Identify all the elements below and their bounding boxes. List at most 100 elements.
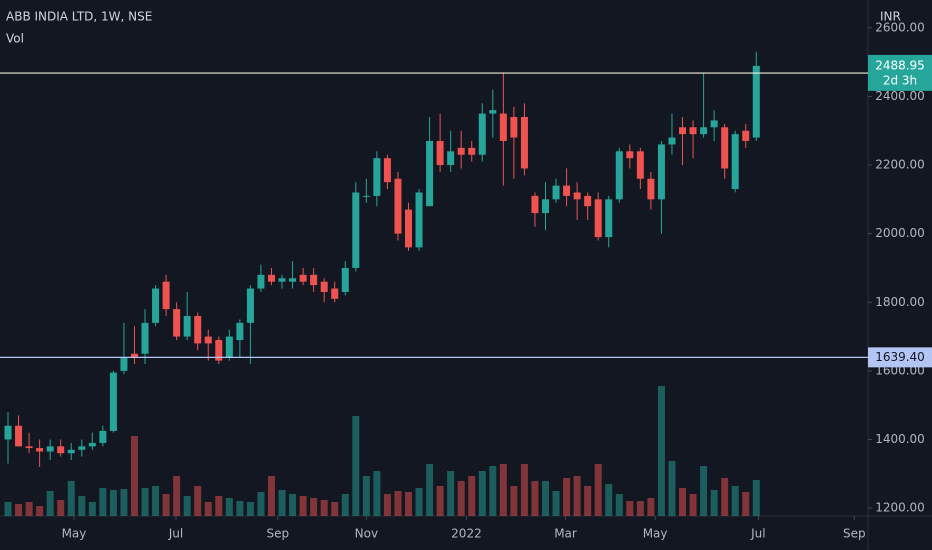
x-tick-label: 2022: [451, 527, 482, 541]
candle-body: [668, 137, 676, 145]
x-tick-label: May: [643, 527, 668, 541]
candle-body: [489, 110, 497, 114]
y-tick-label: 1400.00: [875, 432, 925, 446]
candle-body: [447, 151, 455, 166]
plot: [0, 51, 868, 516]
volume-bar: [594, 464, 602, 516]
candle-body: [584, 195, 592, 207]
volume-bar: [436, 486, 444, 516]
volume-bar: [310, 498, 318, 516]
volume-bar: [647, 498, 655, 516]
candle-body: [246, 288, 254, 323]
volume-bar: [109, 490, 117, 516]
volume-bar: [679, 488, 687, 516]
candle-body: [415, 192, 423, 248]
volume-bar: [531, 481, 539, 516]
volume-bar: [278, 490, 286, 516]
candle-body: [594, 199, 602, 238]
volume-bar: [563, 478, 571, 516]
volume-bar: [457, 481, 465, 516]
volume-bar: [120, 489, 128, 516]
countdown-label: 2d 3h: [883, 73, 917, 87]
candle-body: [520, 116, 528, 169]
volume-bar: [215, 496, 223, 516]
candle-body: [289, 278, 297, 282]
candle-body: [25, 446, 33, 449]
volume-bar: [689, 494, 697, 516]
candle-body: [36, 448, 44, 452]
candle-body: [215, 339, 223, 361]
candle-body: [394, 178, 402, 234]
candle-body: [468, 147, 476, 155]
volume-bar: [25, 502, 33, 516]
candle-body: [721, 127, 729, 169]
candle-body: [710, 120, 718, 128]
currency-label: INR: [880, 10, 901, 24]
volume-bar: [46, 491, 54, 516]
volume-bar: [626, 501, 634, 516]
x-tick-label: Jul: [168, 527, 183, 541]
candle-body: [225, 336, 233, 358]
y-tick-label: 1200.00: [875, 501, 925, 515]
candle-body: [194, 315, 202, 344]
candle-body: [510, 116, 518, 138]
candle-body: [88, 442, 96, 447]
volume-bar: [520, 464, 528, 516]
x-tick-label: Nov: [355, 527, 378, 541]
volume-bar: [721, 478, 729, 516]
volume-bar: [415, 488, 423, 516]
volume-bar: [447, 471, 455, 516]
volume-bar: [320, 500, 328, 516]
volume-bar: [267, 476, 275, 516]
candle-body: [626, 151, 634, 159]
volume-bar: [289, 494, 297, 516]
volume-bar: [246, 502, 254, 516]
x-tick-label: May: [62, 527, 87, 541]
candle-body: [563, 185, 571, 196]
volume-bar: [700, 466, 708, 516]
candle-body: [310, 274, 318, 286]
last-price-box: [868, 54, 932, 91]
volume-bar: [130, 436, 138, 516]
level-label-box: [868, 347, 932, 368]
volume-bar: [88, 502, 96, 516]
volume-bar: [225, 498, 233, 516]
chart-title: ABB INDIA LTD, 1W, NSE: [6, 10, 152, 24]
y-tick-label: 1800.00: [875, 295, 925, 309]
candle-body: [573, 192, 581, 200]
x-tick-label: Sep: [843, 527, 866, 541]
volume-bar: [742, 492, 750, 516]
volume-bar: [78, 496, 86, 516]
volume-bar: [404, 492, 412, 516]
candle-body: [257, 274, 265, 289]
candle-body: [57, 446, 65, 454]
candle-body: [278, 278, 286, 282]
candle-body: [299, 274, 307, 282]
candle-body: [731, 134, 739, 190]
candle-body: [615, 151, 623, 200]
volume-bar: [162, 494, 170, 516]
candle-body: [267, 274, 275, 282]
candle-body: [120, 357, 128, 371]
y-tick-label: 2000.00: [875, 226, 925, 240]
candle-body: [679, 127, 687, 135]
x-tick-label: Jul: [750, 527, 765, 541]
volume-bar: [510, 486, 518, 516]
candle-body: [689, 127, 697, 135]
volume-bar: [499, 464, 507, 516]
candle-body: [752, 65, 760, 138]
candle-body: [478, 113, 486, 155]
candle-body: [141, 322, 149, 354]
x-tick-label: Sep: [266, 527, 289, 541]
y-tick-label: 2400.00: [875, 89, 925, 103]
volume-bar: [352, 416, 360, 516]
volume-bar: [584, 486, 592, 516]
volume-bar: [67, 481, 75, 516]
candle-body: [352, 192, 360, 268]
volume-label: Vol: [6, 32, 24, 46]
volume-bar: [394, 491, 402, 516]
volume-bar: [257, 492, 265, 516]
volume-bar: [489, 466, 497, 516]
